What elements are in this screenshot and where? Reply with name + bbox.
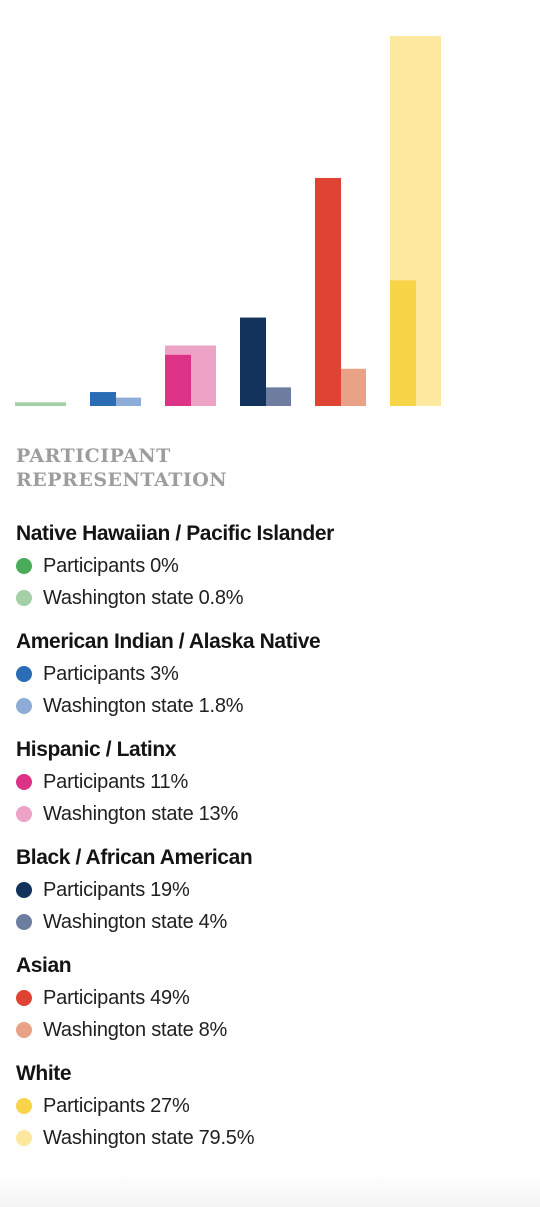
legend-group-american-indian: American Indian / Alaska Native Particip…: [16, 628, 516, 722]
series-name: Washington state: [43, 910, 194, 933]
series-value: 1.8%: [198, 694, 244, 717]
legend-group-white: White Participants 27% Washington state 79…: [16, 1060, 516, 1154]
series-name: Participants: [43, 554, 146, 577]
chart-legend: Native Hawaiian / Pacific Islander Parti…: [16, 520, 516, 1168]
series-value: 0%: [150, 554, 179, 577]
legend-row-participants: Participants 27%: [16, 1090, 516, 1122]
participants-dot-icon: [16, 990, 32, 1006]
legend-row-participants: Participants 49%: [16, 982, 516, 1014]
bar-participants-white: [390, 280, 416, 406]
series-name: Washington state: [43, 1126, 194, 1149]
legend-group-black: Black / African American Participants 19%…: [16, 844, 516, 938]
legend-row-participants: Participants 19%: [16, 874, 516, 906]
series-name: Washington state: [43, 694, 194, 717]
series-value: 8%: [198, 1018, 228, 1041]
group-title: White: [16, 1062, 72, 1085]
series-name: Washington state: [43, 586, 194, 609]
representation-bar-chart: [15, 36, 441, 406]
series-value: 49%: [150, 986, 190, 1009]
series-value: 4%: [198, 910, 228, 933]
state-dot-icon: [16, 914, 32, 930]
series-value: 11%: [150, 770, 189, 793]
page-footer-band: [0, 1172, 540, 1207]
series-name: Participants: [43, 878, 146, 901]
legend-group-asian: Asian Participants 49% Washington state 8%: [16, 952, 516, 1046]
state-dot-icon: [16, 698, 32, 714]
legend-group-native-hawaiian: Native Hawaiian / Pacific Islander Parti…: [16, 520, 516, 614]
series-value: 0.8%: [198, 586, 244, 609]
bar-participants-hispanic-latinx: [165, 354, 191, 406]
series-value: 79.5%: [198, 1126, 255, 1149]
legend-row-washington-state: Washington state 13%: [16, 798, 516, 830]
bar-washington-state-asian: [341, 368, 366, 406]
series-name: Washington state: [43, 802, 194, 825]
series-name: Participants: [43, 770, 146, 793]
state-dot-icon: [16, 1130, 32, 1146]
legend-row-washington-state: Washington state 1.8%: [16, 690, 516, 722]
section-heading-line-1: PARTICIPANT: [16, 445, 171, 467]
bar-washington-state-american-indian-alaska-native: [116, 397, 141, 406]
legend-row-washington-state: Washington state 4%: [16, 906, 516, 938]
state-dot-icon: [16, 1022, 32, 1038]
state-dot-icon: [16, 806, 32, 822]
bar-washington-state-black-african-american: [266, 387, 291, 406]
series-name: Participants: [43, 662, 146, 685]
legend-row-participants: Participants 11%: [16, 766, 516, 798]
group-title: Black / African American: [16, 846, 253, 869]
legend-row-participants: Participants 3%: [16, 658, 516, 690]
group-title: Native Hawaiian / Pacific Islander: [16, 522, 334, 545]
participants-dot-icon: [16, 774, 32, 790]
bar-participants-asian: [315, 177, 341, 406]
series-name: Participants: [43, 986, 146, 1009]
group-title: Asian: [16, 954, 72, 977]
bar-participants-american-indian-alaska-native: [90, 392, 116, 406]
series-value: 3%: [150, 662, 179, 685]
state-dot-icon: [16, 590, 32, 606]
group-title: American Indian / Alaska Native: [16, 630, 321, 653]
participants-dot-icon: [16, 1098, 32, 1114]
series-value: 27%: [150, 1094, 190, 1117]
series-value: 19%: [150, 878, 190, 901]
bar-participants-black-african-american: [240, 317, 266, 406]
legend-row-participants: Participants 0%: [16, 550, 516, 582]
bar-washington-state-native-hawaiian-pacific-islander: [15, 402, 66, 406]
legend-row-washington-state: Washington state 0.8%: [16, 582, 516, 614]
legend-row-washington-state: Washington state 8%: [16, 1014, 516, 1046]
section-heading-line-2: REPRESENTATION: [16, 469, 228, 491]
series-name: Participants: [43, 1094, 146, 1117]
legend-row-washington-state: Washington state 79.5%: [16, 1122, 516, 1154]
series-value: 13%: [198, 802, 239, 825]
participants-dot-icon: [16, 666, 32, 682]
participants-dot-icon: [16, 882, 32, 898]
participants-dot-icon: [16, 558, 32, 574]
series-name: Washington state: [43, 1018, 194, 1041]
section-heading: PARTICIPANT REPRESENTATION: [16, 444, 276, 492]
group-title: Hispanic / Latinx: [16, 738, 177, 761]
legend-group-hispanic: Hispanic / Latinx Participants 11% Washin…: [16, 736, 516, 830]
